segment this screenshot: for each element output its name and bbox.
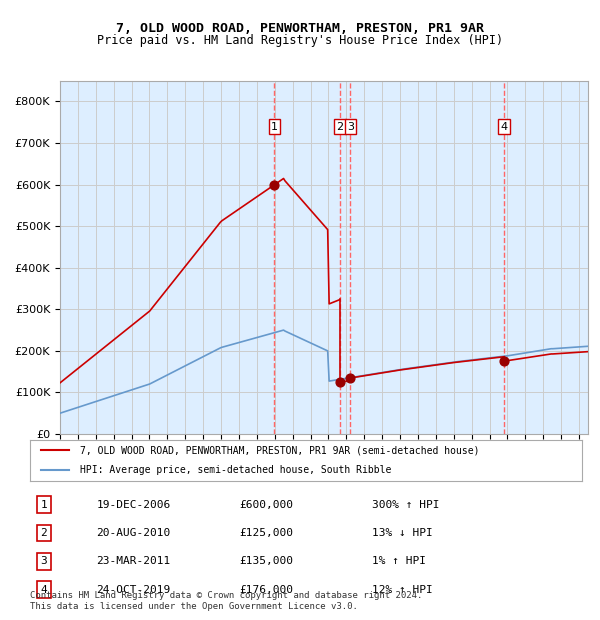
Text: 1: 1 <box>40 500 47 510</box>
Text: 7, OLD WOOD ROAD, PENWORTHAM, PRESTON, PR1 9AR: 7, OLD WOOD ROAD, PENWORTHAM, PRESTON, P… <box>116 22 484 35</box>
Text: £125,000: £125,000 <box>240 528 294 538</box>
Text: 1: 1 <box>271 122 278 131</box>
Text: Contains HM Land Registry data © Crown copyright and database right 2024.
This d: Contains HM Land Registry data © Crown c… <box>30 591 422 611</box>
Text: 24-OCT-2019: 24-OCT-2019 <box>96 585 170 595</box>
Text: 3: 3 <box>347 122 354 131</box>
Point <box>499 356 509 366</box>
Text: 2: 2 <box>337 122 343 131</box>
Point <box>335 377 345 387</box>
Text: £176,000: £176,000 <box>240 585 294 595</box>
Text: £135,000: £135,000 <box>240 556 294 566</box>
Text: Price paid vs. HM Land Registry's House Price Index (HPI): Price paid vs. HM Land Registry's House … <box>97 34 503 47</box>
Text: 1% ↑ HPI: 1% ↑ HPI <box>372 556 426 566</box>
Text: 19-DEC-2006: 19-DEC-2006 <box>96 500 170 510</box>
Text: £600,000: £600,000 <box>240 500 294 510</box>
Point <box>269 180 279 190</box>
Text: 20-AUG-2010: 20-AUG-2010 <box>96 528 170 538</box>
Text: HPI: Average price, semi-detached house, South Ribble: HPI: Average price, semi-detached house,… <box>80 466 391 476</box>
Text: 7, OLD WOOD ROAD, PENWORTHAM, PRESTON, PR1 9AR (semi-detached house): 7, OLD WOOD ROAD, PENWORTHAM, PRESTON, P… <box>80 445 479 455</box>
Text: 4: 4 <box>40 585 47 595</box>
Point <box>346 373 355 383</box>
Text: 13% ↓ HPI: 13% ↓ HPI <box>372 528 433 538</box>
Text: 2: 2 <box>40 528 47 538</box>
Text: 12% ↑ HPI: 12% ↑ HPI <box>372 585 433 595</box>
Text: 23-MAR-2011: 23-MAR-2011 <box>96 556 170 566</box>
Text: 3: 3 <box>40 556 47 566</box>
Text: 4: 4 <box>500 122 508 131</box>
Text: 300% ↑ HPI: 300% ↑ HPI <box>372 500 440 510</box>
